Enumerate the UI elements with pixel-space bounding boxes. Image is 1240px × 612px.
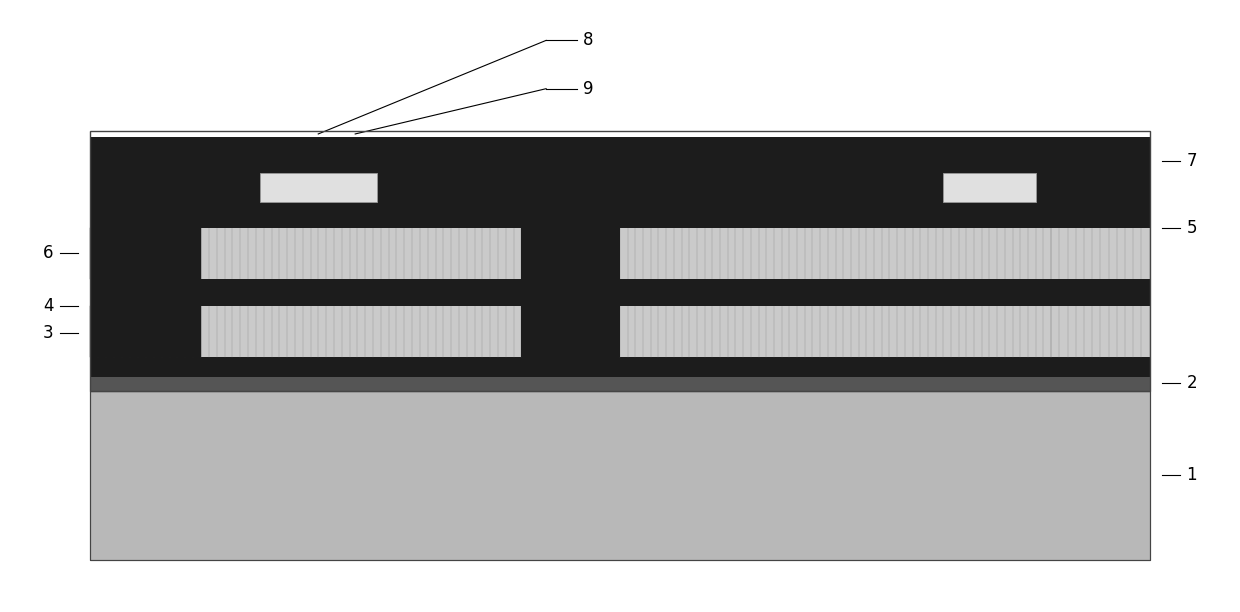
Bar	[522, 228, 620, 279]
Bar	[91, 137, 1149, 377]
Bar	[620, 306, 1052, 357]
Bar	[91, 306, 201, 357]
Bar	[91, 131, 1149, 390]
Text: 6: 6	[43, 244, 53, 263]
Bar	[91, 390, 1149, 559]
Text: 2: 2	[1187, 375, 1197, 392]
Bar	[91, 228, 201, 279]
Bar	[944, 173, 1035, 202]
Bar	[91, 137, 1149, 200]
Bar	[91, 390, 1149, 559]
Text: 3: 3	[43, 324, 53, 342]
Text: 9: 9	[583, 80, 594, 98]
Bar	[91, 377, 1149, 390]
Text: 8: 8	[583, 31, 594, 50]
Text: 4: 4	[43, 297, 53, 315]
Bar	[522, 306, 620, 357]
Bar	[201, 228, 522, 279]
Bar	[1052, 306, 1149, 357]
Bar	[91, 200, 1149, 228]
Text: 7: 7	[1187, 152, 1197, 170]
Bar	[91, 279, 1149, 306]
Bar	[620, 228, 1052, 279]
Text: 1: 1	[1187, 466, 1197, 484]
Bar	[259, 173, 377, 202]
Bar	[1052, 228, 1149, 279]
Bar	[201, 306, 522, 357]
Bar	[91, 306, 201, 357]
Text: 5: 5	[1187, 218, 1197, 236]
Bar	[91, 228, 201, 279]
